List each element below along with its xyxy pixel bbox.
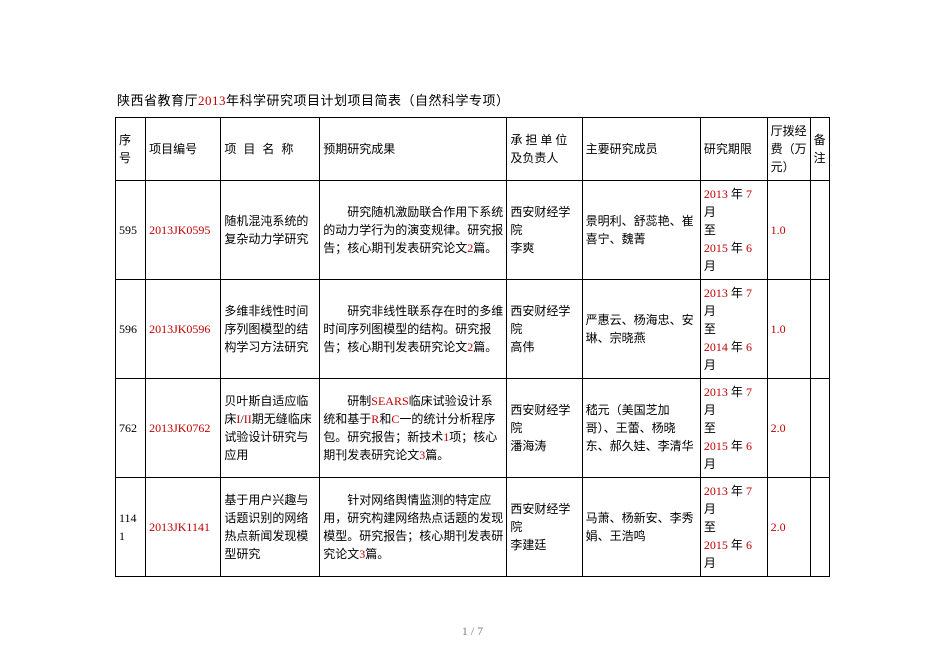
cell-unit: 西安财经学院 高伟 bbox=[507, 280, 582, 379]
header-id: 项目编号 bbox=[146, 118, 221, 181]
unit-leader: 李建廷 bbox=[510, 538, 546, 552]
period-to-m: 6 bbox=[746, 538, 752, 552]
cell-fund: 2.0 bbox=[767, 379, 810, 478]
cell-member: 马萧、杨新安、李秀娟、王浩鸣 bbox=[582, 478, 700, 577]
cell-name: 基于用户兴趣与话题识别的网络热点新闻发现模型研究 bbox=[221, 478, 320, 577]
cell-seq: 1141 bbox=[116, 478, 146, 577]
unit-leader: 高伟 bbox=[510, 340, 534, 354]
header-note: 备注 bbox=[810, 118, 829, 181]
cell-result: 研制SEARS临床试验设计系统和基于R和C一的统计分析程序包。研究报告；新技术1… bbox=[320, 379, 507, 478]
cell-member: 严惠云、杨海忠、安琳、宗晓燕 bbox=[582, 280, 700, 379]
header-result: 预期研究成果 bbox=[320, 118, 507, 181]
project-table: 序号 项目编号 项 目 名 称 预期研究成果 承 担 单 位 及负责人 主要研究… bbox=[115, 117, 830, 577]
result-post: 篇。 bbox=[473, 241, 497, 255]
cell-name: 多维非线性时间序列图模型的结构学习方法研究 bbox=[221, 280, 320, 379]
cell-name: 贝叶斯自适应临床I/II期无缝临床试验设计研究与应用 bbox=[221, 379, 320, 478]
period-from-m: 7 bbox=[746, 484, 752, 498]
period-from-y: 2013 bbox=[704, 286, 728, 300]
period-to-m: 6 bbox=[746, 241, 752, 255]
period-to-y: 2015 bbox=[704, 241, 728, 255]
unit-inst: 西安财经学院 bbox=[510, 205, 570, 237]
table-header: 序号 项目编号 项 目 名 称 预期研究成果 承 担 单 位 及负责人 主要研究… bbox=[116, 118, 830, 181]
cell-note bbox=[810, 280, 829, 379]
period-from-m: 7 bbox=[746, 385, 752, 399]
period-from-y: 2013 bbox=[704, 187, 728, 201]
cell-id: 2013JK0596 bbox=[146, 280, 221, 379]
cell-unit: 西安财经学院 潘海涛 bbox=[507, 379, 582, 478]
cell-note bbox=[810, 181, 829, 280]
title-year: 2013 bbox=[198, 93, 226, 108]
page-container: 陕西省教育厅2013年科学研究项目计划项目简表（自然科学专项） 序号 项目编号 … bbox=[0, 0, 945, 617]
cell-period: 2013 年 7 月至2014 年 6 月 bbox=[700, 280, 767, 379]
result-post: 篇。 bbox=[473, 340, 497, 354]
cell-fund: 2.0 bbox=[767, 478, 810, 577]
cell-unit: 西安财经学院 李建廷 bbox=[507, 478, 582, 577]
table-row: 596 2013JK0596 多维非线性时间序列图模型的结构学习方法研究 研究非… bbox=[116, 280, 830, 379]
period-to-y: 2015 bbox=[704, 439, 728, 453]
cell-id: 2013JK0595 bbox=[146, 181, 221, 280]
unit-leader: 李爽 bbox=[510, 241, 534, 255]
cell-seq: 762 bbox=[116, 379, 146, 478]
period-from-m: 7 bbox=[746, 187, 752, 201]
rk: 篇。 bbox=[425, 448, 449, 462]
cell-fund: 1.0 bbox=[767, 280, 810, 379]
table-row: 595 2013JK0595 随机混沌系统的复杂动力学研究 研究随机激励联合作用… bbox=[116, 181, 830, 280]
unit-inst: 西安财经学院 bbox=[510, 403, 570, 435]
cell-id: 2013JK1141 bbox=[146, 478, 221, 577]
header-fund: 厅拨经费（万元） bbox=[767, 118, 810, 181]
header-unit: 承 担 单 位 及负责人 bbox=[507, 118, 582, 181]
re: 和 bbox=[379, 412, 391, 426]
cell-note bbox=[810, 478, 829, 577]
name-r2: II bbox=[244, 412, 252, 426]
unit-leader: 潘海涛 bbox=[510, 439, 546, 453]
cell-period: 2013 年 7 月至2015 年 6 月 bbox=[700, 181, 767, 280]
header-row: 序号 项目编号 项 目 名 称 预期研究成果 承 担 单 位 及负责人 主要研究… bbox=[116, 118, 830, 181]
cell-name: 随机混沌系统的复杂动力学研究 bbox=[221, 181, 320, 280]
document-title: 陕西省教育厅2013年科学研究项目计划项目简表（自然科学专项） bbox=[117, 90, 830, 109]
rb: SEARS bbox=[371, 394, 408, 408]
title-prefix: 陕西省教育厅 bbox=[117, 93, 198, 108]
title-suffix: 年科学研究项目计划项目简表（自然科学专项） bbox=[226, 93, 510, 108]
header-member: 主要研究成员 bbox=[582, 118, 700, 181]
page-number: 1 / 7 bbox=[0, 624, 945, 639]
period-to-y: 2015 bbox=[704, 538, 728, 552]
cell-period: 2013 年 7 月至2015 年 6 月 bbox=[700, 478, 767, 577]
header-period: 研究期限 bbox=[700, 118, 767, 181]
cell-seq: 596 bbox=[116, 280, 146, 379]
cell-id: 2013JK0762 bbox=[146, 379, 221, 478]
table-row: 1141 2013JK1141 基于用户兴趣与话题识别的网络热点新闻发现模型研究… bbox=[116, 478, 830, 577]
cell-member: 嵇元（美国芝加哥）、王蕾、杨晓东、郝久娃、李清华 bbox=[582, 379, 700, 478]
result-post: 篇。 bbox=[365, 547, 389, 561]
result-pre: 针对网络舆情监测的特定应用，研究构建网络热点话题的发现模型。研究报告；核心期刊发… bbox=[323, 493, 503, 561]
unit-inst: 西安财经学院 bbox=[510, 502, 570, 534]
cell-result: 研究非线性联系存在时的多维时间序列图模型的结构。研究报告；核心期刊发表研究论文2… bbox=[320, 280, 507, 379]
cell-unit: 西安财经学院 李爽 bbox=[507, 181, 582, 280]
table-row: 762 2013JK0762 贝叶斯自适应临床I/II期无缝临床试验设计研究与应… bbox=[116, 379, 830, 478]
cell-fund: 1.0 bbox=[767, 181, 810, 280]
period-to-y: 2014 bbox=[704, 340, 728, 354]
cell-result: 针对网络舆情监测的特定应用，研究构建网络热点话题的发现模型。研究报告；核心期刊发… bbox=[320, 478, 507, 577]
unit-inst: 西安财经学院 bbox=[510, 304, 570, 336]
period-from-m: 7 bbox=[746, 286, 752, 300]
period-to-m: 6 bbox=[746, 340, 752, 354]
cell-member: 景明利、舒蕊艳、崔喜宁、魏菁 bbox=[582, 181, 700, 280]
cell-period: 2013 年 7 月至2015 年 6 月 bbox=[700, 379, 767, 478]
period-to-m: 6 bbox=[746, 439, 752, 453]
table-body: 595 2013JK0595 随机混沌系统的复杂动力学研究 研究随机激励联合作用… bbox=[116, 181, 830, 577]
period-from-y: 2013 bbox=[704, 484, 728, 498]
cell-seq: 595 bbox=[116, 181, 146, 280]
period-from-y: 2013 bbox=[704, 385, 728, 399]
header-seq: 序号 bbox=[116, 118, 146, 181]
cell-note bbox=[810, 379, 829, 478]
ra: 研制 bbox=[347, 394, 371, 408]
header-name: 项 目 名 称 bbox=[221, 118, 320, 181]
cell-result: 研究随机激励联合作用下系统的动力学行为的演变规律。研究报告；核心期刊发表研究论文… bbox=[320, 181, 507, 280]
